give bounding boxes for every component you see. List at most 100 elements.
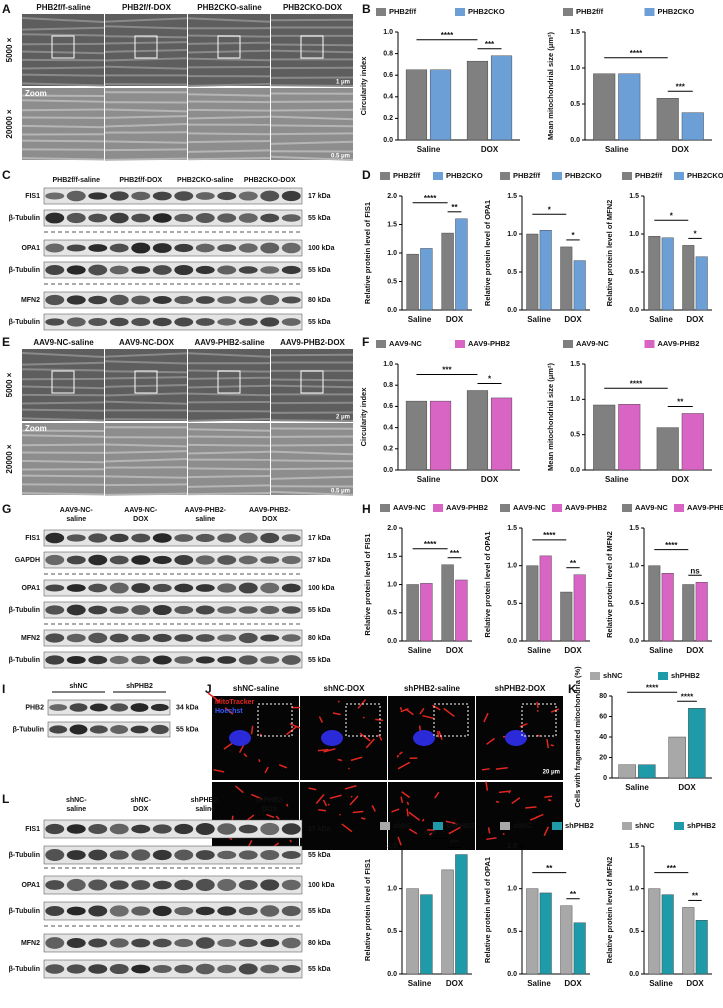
size-label: 80 kDa <box>308 297 331 304</box>
band <box>152 265 172 275</box>
y-tick-label: 1.0 <box>387 250 397 257</box>
mito <box>485 781 489 791</box>
band <box>131 655 151 665</box>
mito <box>323 748 336 753</box>
nucleus <box>321 730 343 746</box>
size-label: 55 kDa <box>308 657 331 664</box>
mito <box>289 723 302 730</box>
protein-label: β-Tubulin <box>9 215 40 222</box>
band <box>88 605 108 615</box>
texture <box>187 492 271 496</box>
mito <box>429 831 433 836</box>
bar <box>441 232 454 311</box>
band <box>174 555 194 565</box>
mito <box>285 726 297 736</box>
band <box>88 533 108 543</box>
x-tick-label: Saline <box>649 315 673 324</box>
mito <box>238 744 245 753</box>
mito <box>315 794 325 805</box>
texture <box>187 392 271 397</box>
mito <box>361 817 366 820</box>
legend-swatch <box>455 340 465 348</box>
legend-swatch <box>455 8 465 16</box>
mito <box>406 801 410 806</box>
size-label: 55 kDa <box>308 267 331 274</box>
texture <box>21 66 105 70</box>
band <box>174 213 194 223</box>
blot-strip <box>43 209 303 227</box>
bar <box>405 400 428 471</box>
band <box>45 554 65 566</box>
band <box>66 906 86 916</box>
band <box>195 937 215 949</box>
band <box>152 964 172 974</box>
mito <box>378 734 383 741</box>
band <box>260 242 280 254</box>
zoom-box <box>134 370 158 394</box>
band <box>174 243 194 253</box>
y-tick-label: 0 <box>603 775 607 782</box>
legend-swatch <box>644 340 655 348</box>
band <box>195 634 215 642</box>
bar <box>560 246 573 311</box>
y-tick-label: 0.5 <box>387 610 397 617</box>
texture <box>21 157 105 161</box>
band <box>88 849 108 861</box>
bar <box>526 565 539 642</box>
row-label: 5000 × <box>5 372 14 397</box>
blot-strip <box>43 875 303 895</box>
scale-bar: 0.5 μm <box>331 489 350 495</box>
bar <box>560 591 573 642</box>
x-tick-label: DOX <box>686 979 704 988</box>
band <box>45 906 65 916</box>
mito <box>400 796 404 803</box>
y-axis-label: Mean mitochondrial size (μm²) <box>546 363 555 471</box>
lane-header: saline <box>66 806 86 813</box>
scale-bar: 0.5 μm <box>331 154 350 160</box>
texture <box>270 467 354 471</box>
band <box>281 655 301 665</box>
band <box>281 534 301 542</box>
legend-label: PHB2CKO <box>468 7 505 16</box>
blot-strip <box>43 933 303 953</box>
lane-header: DOX <box>133 806 149 813</box>
bar <box>695 582 708 642</box>
lane-header: shNC- <box>66 797 87 804</box>
band <box>260 532 280 544</box>
size-label: 55 kDa <box>308 852 331 859</box>
band <box>217 191 237 201</box>
bar <box>441 869 454 975</box>
zoom-box <box>521 703 557 737</box>
y-tick-label: 1.0 <box>383 29 393 36</box>
mito <box>401 791 411 799</box>
mito <box>525 806 537 809</box>
bar <box>526 233 539 311</box>
band <box>66 938 86 948</box>
mito <box>359 732 371 742</box>
legend-swatch <box>552 504 562 512</box>
legend-swatch <box>674 822 684 830</box>
texture <box>187 41 271 45</box>
texture <box>270 475 354 480</box>
sig-label: * <box>670 211 674 220</box>
band <box>45 532 65 544</box>
band <box>66 534 86 542</box>
band <box>131 555 151 565</box>
band <box>109 294 129 306</box>
texture <box>187 384 271 389</box>
texture <box>104 57 188 62</box>
mito <box>365 738 375 749</box>
band <box>260 938 280 948</box>
legend-swatch <box>658 672 668 680</box>
band <box>217 533 237 543</box>
y-axis-label: Circularity index <box>359 56 368 116</box>
y-tick-label: 0.2 <box>383 446 393 453</box>
texture <box>104 49 188 53</box>
bar <box>618 73 641 141</box>
band <box>281 823 301 835</box>
band <box>260 556 280 564</box>
band <box>260 964 280 974</box>
x-tick-label: DOX <box>481 145 499 154</box>
protein-label: GAPDH <box>15 557 40 564</box>
